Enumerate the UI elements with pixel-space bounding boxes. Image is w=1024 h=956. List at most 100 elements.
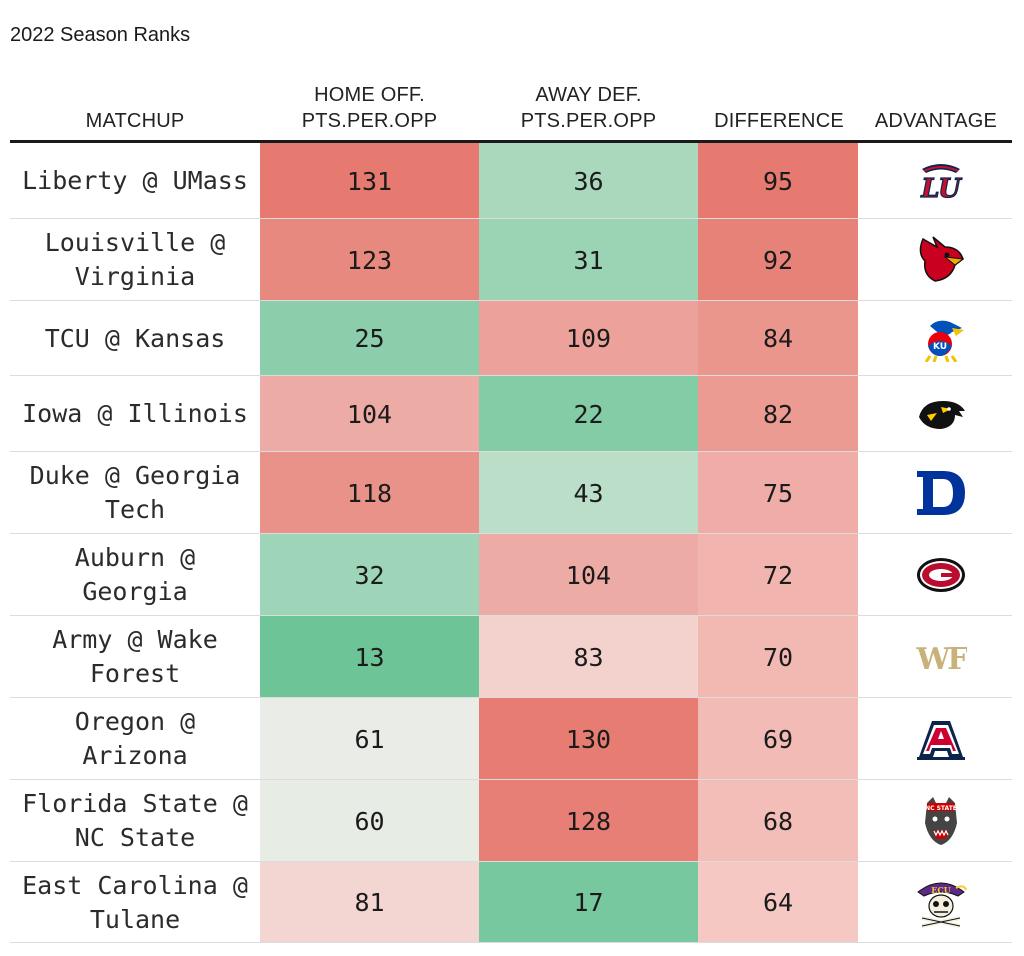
svg-text:WF: WF [916,642,968,677]
difference-cell: 95 [698,143,858,219]
table-row: Liberty @ UMass 131 36 95 LU [10,143,1012,219]
away-def-cell: 130 [479,698,698,780]
liberty-logo-icon: LU [916,161,966,201]
advantage-cell: ECU [870,862,1012,943]
header-rule [10,140,1012,143]
matchup-text: Georgia [82,577,188,606]
home-off-cell: 25 [260,301,479,376]
wake-forest-wf-logo-icon: WF [915,636,968,678]
row-divider [10,942,1012,943]
matchup-text: Auburn @ [74,543,196,572]
louisville-cardinal-logo-icon [915,235,967,285]
row-divider [10,375,1012,376]
table-row: Iowa @ Illinois 104 22 82 [10,376,1012,452]
svg-text:NC STATE: NC STATE [925,805,957,812]
arizona-a-logo-icon [915,717,967,761]
duke-d-logo-icon [915,469,967,517]
difference-cell: 64 [698,862,858,943]
home-off-cell: 81 [260,862,479,943]
matchup-cell: Army @ Wake Forest [10,616,260,698]
header-home-off-line2: PTS.PER.OPP [301,110,438,132]
table-row: Duke @ Georgia Tech 118 43 75 [10,452,1012,534]
difference-cell: 84 [698,301,858,376]
difference-cell: 69 [698,698,858,780]
matchup-text: Tulane [89,904,181,934]
advantage-cell [870,219,1012,301]
row-divider [10,300,1012,301]
matchup-cell: Auburn @ Georgia [10,534,260,616]
matchup-cell: Iowa @ Illinois [10,376,260,452]
header-away-def-line1: AWAY DEF. [535,84,642,106]
georgia-g-logo-icon [915,556,967,594]
matchup-text: TCU @ Kansas [44,323,226,353]
matchup-text: Liberty @ UMass [22,166,248,195]
home-off-cell: 60 [260,780,479,862]
row-divider [10,779,1012,780]
advantage-cell [870,534,1012,616]
advantage-cell: LU [870,143,1012,219]
matchup-cell: Florida State @ NC State [10,780,260,862]
difference-cell: 75 [698,452,858,534]
table-row: Louisville @ Virginia 123 31 92 [10,219,1012,301]
matchup-text: Virginia [74,262,196,291]
table-row: Florida State @ NC State 60 128 68 NC STATE [10,780,1012,862]
difference-cell: 92 [698,219,858,301]
matchup-cell: TCU @ Kansas [10,301,260,376]
table-row: East Carolina @ Tulane 81 17 64 ECU [10,862,1012,943]
away-def-cell: 83 [479,616,698,698]
home-off-cell: 32 [260,534,479,616]
difference-cell: 68 [698,780,858,862]
away-def-cell: 104 [479,534,698,616]
svg-text:LU: LU [920,174,962,201]
row-divider [10,861,1012,862]
row-divider [10,697,1012,698]
matchup-cell: Duke @ Georgia Tech [10,452,260,534]
away-def-cell: 36 [479,143,698,219]
header-away-def: AWAY DEF. PTS.PER.OPP [479,70,698,134]
header-advantage-line: ADVANTAGE [874,110,998,132]
header-advantage: ADVANTAGE [860,70,1012,134]
svg-text:KU: KU [933,342,947,352]
header-home-off: HOME OFF. PTS.PER.OPP [260,70,479,134]
iowa-hawkeye-logo-icon [915,397,967,431]
matchup-text: Florida State @ [22,789,248,818]
advantage-cell [870,698,1012,780]
away-def-cell: 109 [479,301,698,376]
header-difference: DIFFERENCE [698,70,860,134]
kansas-jayhawk-logo-icon: KU [916,316,966,362]
difference-cell: 70 [698,616,858,698]
difference-cell: 72 [698,534,858,616]
away-def-cell: 22 [479,376,698,452]
table-row: Army @ Wake Forest 13 83 70 WF [10,616,1012,698]
matchup-cell: Liberty @ UMass [10,143,260,219]
table-row: Oregon @ Arizona 61 130 69 [10,698,1012,780]
matchup-text: Army @ Wake [52,625,218,654]
home-off-cell: 131 [260,143,479,219]
table-subtitle: 2022 Season Ranks [10,24,191,46]
home-off-cell: 61 [260,698,479,780]
advantage-cell [870,452,1012,534]
svg-text:ECU: ECU [931,885,950,895]
matchup-cell: East Carolina @ Tulane [10,862,260,943]
matchup-text: Louisville @ [44,228,226,257]
matchup-text: Forest [89,659,181,688]
east-carolina-pirate-logo-icon: ECU [914,878,968,928]
matchup-text: East Carolina @ [22,870,248,900]
row-divider [10,615,1012,616]
advantage-cell: WF [870,616,1012,698]
row-divider [10,451,1012,452]
difference-cell: 82 [698,376,858,452]
matchup-text: NC State [74,823,196,852]
away-def-cell: 43 [479,452,698,534]
table-row: TCU @ Kansas 25 109 84 KU [10,301,1012,376]
header-matchup: MATCHUP [10,70,260,134]
matchup-cell: Louisville @ Virginia [10,219,260,301]
away-def-cell: 17 [479,862,698,943]
home-off-cell: 13 [260,616,479,698]
matchup-text: Oregon @ [74,707,196,736]
home-off-cell: 104 [260,376,479,452]
advantage-cell: NC STATE [870,780,1012,862]
header-away-def-line2: PTS.PER.OPP [520,110,657,132]
away-def-cell: 128 [479,780,698,862]
